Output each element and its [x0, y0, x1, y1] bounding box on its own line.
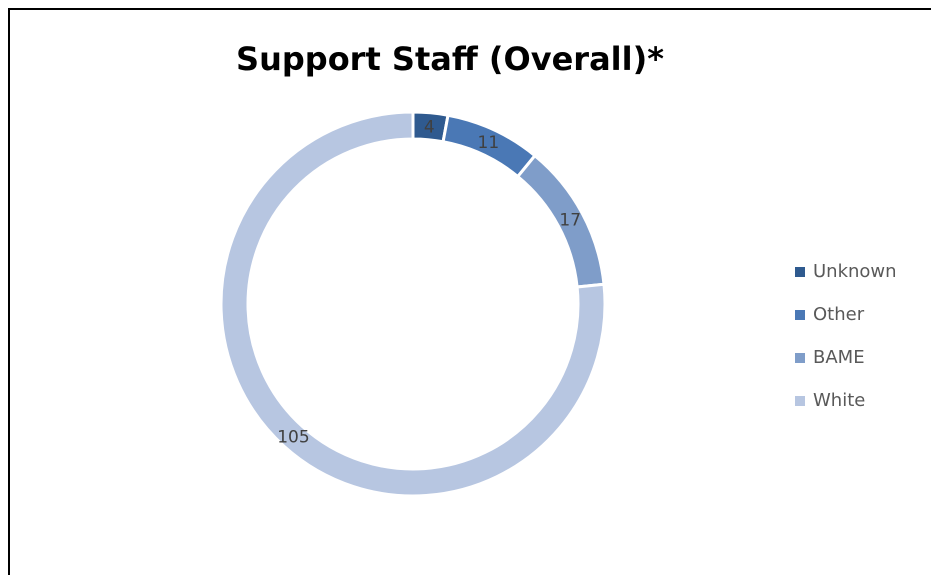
legend-swatch	[795, 266, 805, 277]
legend-label: Unknown	[813, 261, 897, 282]
data-label-white: 105	[277, 428, 309, 448]
donut-slice-white	[219, 110, 607, 498]
legend-swatch	[795, 352, 805, 363]
legend-swatch	[795, 309, 805, 320]
data-label-bame: 17	[559, 211, 581, 231]
legend-item-unknown: Unknown	[795, 250, 897, 293]
legend-swatch	[795, 395, 805, 406]
legend-item-white: White	[795, 379, 897, 422]
legend-label: BAME	[813, 347, 865, 368]
donut-slices	[219, 110, 607, 498]
data-label-other: 11	[478, 133, 500, 153]
data-label-unknown: 4	[424, 117, 435, 137]
donut-data-labels: 4 11 17 105	[277, 117, 581, 447]
legend-item-other: Other	[795, 293, 897, 336]
legend-item-bame: BAME	[795, 336, 897, 379]
legend-label: White	[813, 390, 866, 411]
legend-label: Other	[813, 304, 865, 325]
chart-legend: Unknown Other BAME White	[795, 250, 897, 422]
chart-title: Support Staff (Overall)*	[236, 40, 664, 78]
